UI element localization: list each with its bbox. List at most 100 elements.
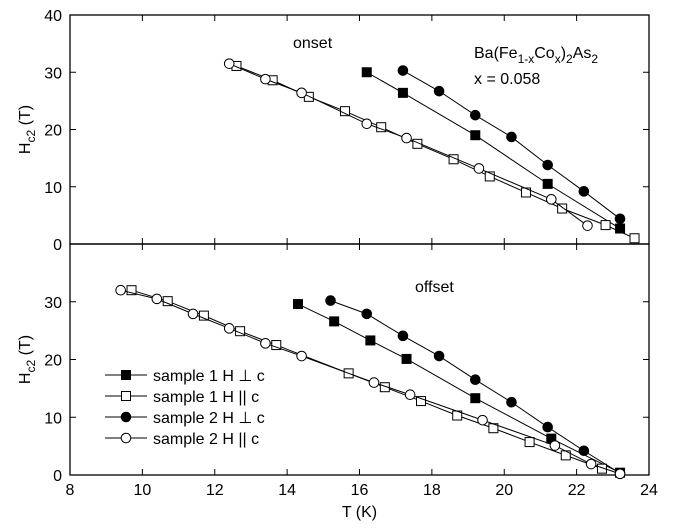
marker xyxy=(542,178,553,189)
y-axis-title: Hc2 (T) xyxy=(17,105,38,154)
y-tick-label: 0 xyxy=(53,468,62,485)
marker xyxy=(296,87,307,99)
marker xyxy=(542,159,553,171)
legend-symbol xyxy=(121,391,131,401)
marker xyxy=(151,293,163,305)
text-part: As xyxy=(573,45,592,62)
x-tick-label: 22 xyxy=(568,482,586,499)
marker xyxy=(361,118,373,130)
text-part: H xyxy=(17,143,34,155)
marker xyxy=(470,109,481,121)
marker xyxy=(470,130,481,141)
text-part: (T) xyxy=(17,105,34,130)
series-line xyxy=(120,289,621,475)
text-part: ) xyxy=(561,45,566,62)
marker xyxy=(433,85,445,97)
marker xyxy=(412,138,423,149)
series-line xyxy=(229,63,588,227)
legend-symbol xyxy=(120,411,132,423)
series-line xyxy=(297,303,621,474)
marker xyxy=(260,338,271,349)
text-part: H xyxy=(17,373,34,385)
y-tick-label: 40 xyxy=(44,8,62,25)
x-axis-title: T (K) xyxy=(342,504,377,521)
legend-label: sample 1 H ⊥ c xyxy=(153,368,265,385)
marker xyxy=(115,284,126,296)
marker xyxy=(470,374,481,386)
marker xyxy=(473,163,485,174)
y-tick-label: 10 xyxy=(44,410,62,427)
legend-marker xyxy=(121,370,131,380)
marker xyxy=(292,299,303,310)
marker xyxy=(198,310,209,321)
marker xyxy=(578,186,590,197)
legend-label: sample 1 H || c xyxy=(153,389,259,406)
text-part: 2 xyxy=(591,52,598,66)
x-tick-label: 12 xyxy=(206,482,224,499)
marker xyxy=(506,396,517,408)
marker xyxy=(506,131,517,143)
marker xyxy=(542,421,553,433)
marker xyxy=(187,308,199,320)
marker xyxy=(629,233,640,244)
x-tick-label: 20 xyxy=(495,482,513,499)
marker xyxy=(365,335,376,346)
marker xyxy=(329,316,340,327)
marker xyxy=(585,458,597,470)
formula: Ba(Fe1-xCox)2As2 xyxy=(474,45,598,66)
x-tick-label: 16 xyxy=(351,482,369,499)
marker xyxy=(340,106,351,117)
text-part: Ba(Fe xyxy=(474,45,518,62)
marker xyxy=(470,393,481,404)
x-tick-label: 8 xyxy=(66,482,75,499)
marker xyxy=(401,132,412,144)
marker xyxy=(433,350,445,362)
text-part: x xyxy=(555,52,561,66)
marker xyxy=(126,285,137,296)
marker xyxy=(361,308,373,320)
x-tick-label: 10 xyxy=(133,482,151,499)
marker xyxy=(223,58,235,69)
marker xyxy=(325,295,336,306)
marker xyxy=(484,171,495,182)
marker xyxy=(296,350,307,362)
marker xyxy=(600,220,611,231)
y-tick-label: 10 xyxy=(44,180,62,197)
x-tick-label: 24 xyxy=(640,482,658,499)
marker xyxy=(596,463,607,474)
marker xyxy=(582,220,593,231)
marker xyxy=(614,468,626,480)
legend-marker xyxy=(121,391,131,401)
legend-marker xyxy=(120,432,132,444)
marker xyxy=(557,203,568,214)
marker xyxy=(361,67,372,78)
composition: x = 0.058 xyxy=(474,71,540,88)
annotation: onset xyxy=(293,35,333,52)
legend-label: sample 2 H ⊥ c xyxy=(153,410,265,427)
y-tick-label: 0 xyxy=(53,237,62,254)
text-part: 2 xyxy=(566,52,573,66)
marker xyxy=(545,194,557,205)
text-part: (T) xyxy=(17,335,34,360)
y-tick-label: 20 xyxy=(44,353,62,370)
marker xyxy=(477,414,488,426)
text-part: c2 xyxy=(24,360,38,373)
marker xyxy=(223,323,235,334)
marker xyxy=(416,396,427,407)
y-tick-label: 30 xyxy=(44,295,62,312)
legend-symbol xyxy=(121,370,131,380)
legend-marker xyxy=(120,411,132,423)
marker xyxy=(614,213,626,225)
y-tick-label: 20 xyxy=(44,123,62,140)
marker xyxy=(404,389,416,401)
annotation: offset xyxy=(415,279,454,296)
marker xyxy=(520,187,531,198)
marker xyxy=(397,87,408,98)
y-tick-label: 30 xyxy=(44,65,62,82)
marker xyxy=(401,353,412,364)
legend-symbol xyxy=(120,432,132,444)
legend-label: sample 2 H || c xyxy=(153,431,259,448)
marker xyxy=(524,437,535,448)
marker xyxy=(578,445,590,457)
